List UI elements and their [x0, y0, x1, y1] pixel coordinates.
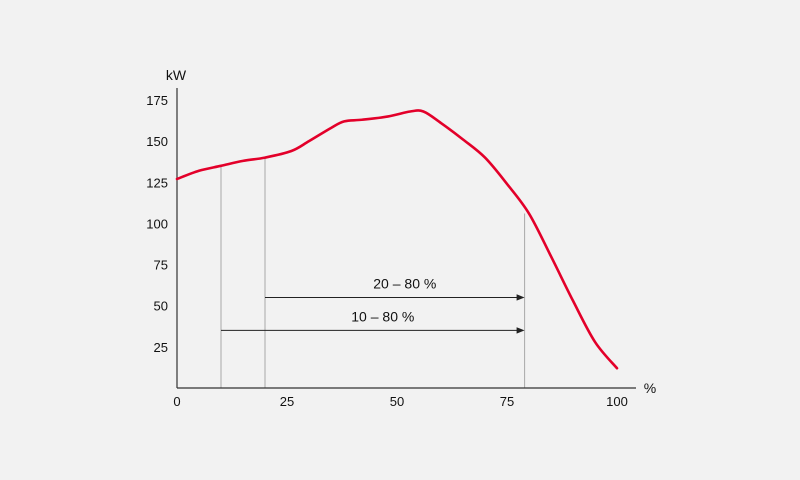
axes [176, 88, 636, 389]
x-axis-label: % [644, 380, 656, 396]
x-tick-label-50: 50 [390, 394, 404, 409]
range-label-0: 20 – 80 % [373, 275, 436, 291]
range-arrow-head-1 [516, 327, 525, 334]
series-line-0 [175, 109, 619, 370]
tick-labels: 0 25 50 75 100 25 50 75 100 125 150 175 [146, 93, 628, 409]
y-tick-label-100: 100 [146, 216, 168, 231]
y-axis-label: kW [166, 67, 187, 83]
x-tick-label-25: 25 [280, 394, 294, 409]
range-label-1: 10 – 80 % [351, 308, 414, 324]
range-arrow-head-0 [516, 294, 525, 301]
y-tick-label-175: 175 [146, 93, 168, 108]
y-tick-label-125: 125 [146, 175, 168, 190]
range-arrows: 20 – 80 % 10 – 80 % [221, 275, 525, 334]
y-tick-label-75: 75 [154, 258, 168, 273]
guide-lines [220, 157, 526, 388]
y-tick-label-25: 25 [154, 340, 168, 355]
x-tick-label-0: 0 [173, 394, 180, 409]
x-tick-label-100: 100 [606, 394, 628, 409]
y-tick-label-150: 150 [146, 134, 168, 149]
series-lines [175, 109, 619, 370]
y-tick-label-50: 50 [154, 299, 168, 314]
x-tick-label-75: 75 [500, 394, 514, 409]
